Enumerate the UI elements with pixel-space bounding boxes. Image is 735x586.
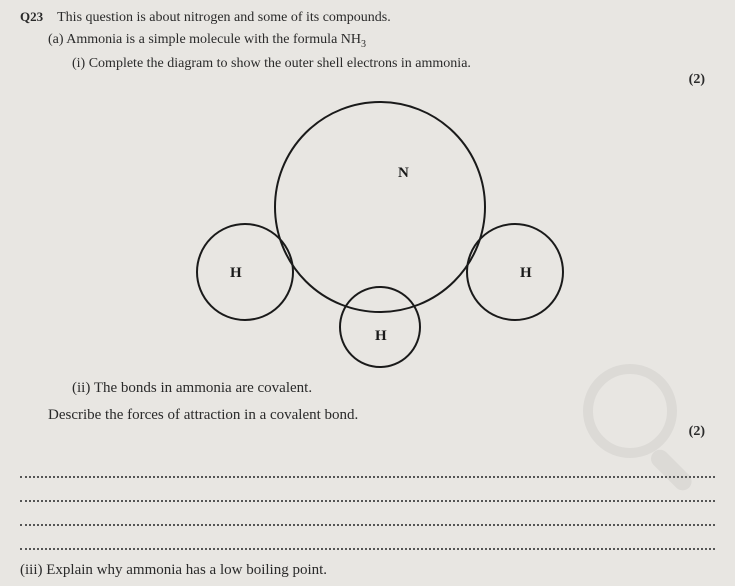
part-iii: (iii) Explain why ammonia has a low boil… [20,562,715,579]
part-ii: (ii) The bonds in ammonia are covalent. [72,380,715,397]
nitrogen-circle [275,102,485,312]
part-i: (i) Complete the diagram to show the out… [72,56,715,72]
answer-line[interactable] [20,506,715,526]
part-iii-text: Explain why ammonia has a low boiling po… [46,562,327,578]
part-ii-describe: Describe the forces of attraction in a c… [48,407,715,424]
question-number: Q23 [20,9,43,25]
question-main-text: This question is about nitrogen and some… [57,10,391,25]
part-iii-label: (iii) [20,562,43,578]
part-i-text: Complete the diagram to show the outer s… [89,56,471,71]
answer-line[interactable] [20,530,715,550]
part-ii-marks: (2) [689,424,705,440]
nitrogen-label: N [398,165,409,181]
part-a-text: Ammonia is a simple molecule with the fo… [66,32,361,47]
part-i-marks: (2) [689,72,705,88]
molecule-svg: N H H H [20,92,735,372]
part-a-label: (a) [48,32,64,47]
hydrogen-label-left: H [230,265,242,281]
hydrogen-circle-left [197,224,293,320]
part-i-label: (i) [72,56,85,71]
part-ii-label: (ii) [72,380,90,396]
answer-line[interactable] [20,458,715,478]
hydrogen-circle-right [467,224,563,320]
hydrogen-circle-bottom [340,287,420,367]
hydrogen-label-bottom: H [375,328,387,344]
ammonia-diagram: N H H H [20,92,715,372]
formula-subscript: 3 [361,39,366,50]
part-a: (a) Ammonia is a simple molecule with th… [48,32,715,50]
hydrogen-label-right: H [520,265,532,281]
part-ii-text: The bonds in ammonia are covalent. [94,380,312,396]
answer-line[interactable] [20,482,715,502]
answer-lines-area [20,458,715,550]
